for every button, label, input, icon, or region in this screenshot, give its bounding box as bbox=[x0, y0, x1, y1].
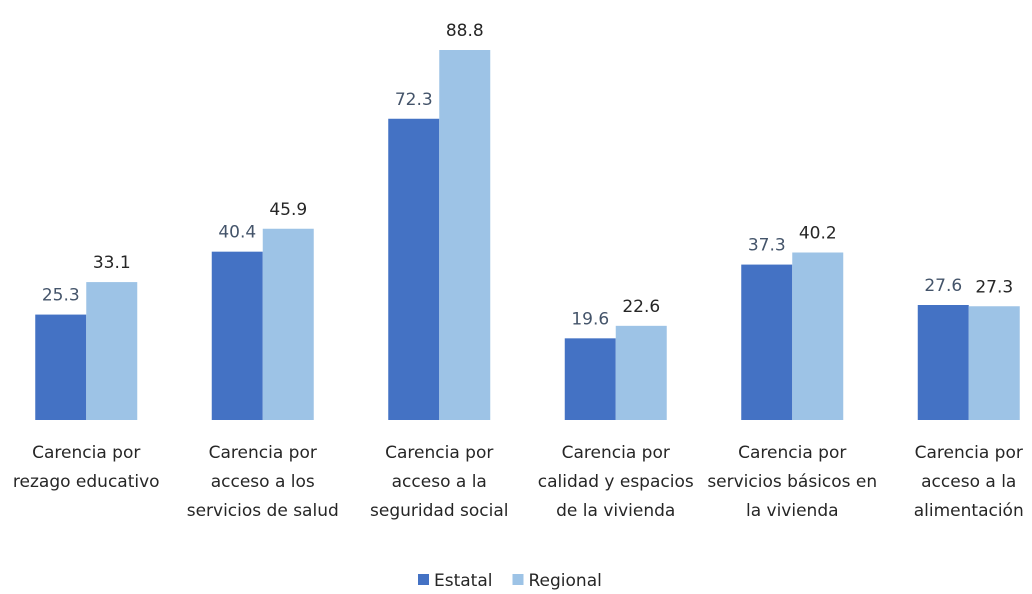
x-tick-label: Carencia por bbox=[915, 443, 1023, 463]
bar bbox=[917, 305, 969, 420]
bar bbox=[564, 338, 616, 420]
bar bbox=[615, 325, 667, 420]
value-label: 45.9 bbox=[269, 200, 307, 220]
legend-label: Estatal bbox=[434, 571, 493, 591]
bar bbox=[439, 50, 491, 420]
value-label: 33.1 bbox=[93, 253, 131, 273]
x-tick-label: de la vivienda bbox=[556, 501, 675, 521]
legend-label: Regional bbox=[529, 571, 602, 591]
value-label: 40.2 bbox=[799, 224, 837, 244]
value-label: 27.3 bbox=[975, 277, 1013, 297]
value-label: 40.4 bbox=[218, 223, 256, 243]
x-tick-label: rezago educativo bbox=[13, 472, 160, 492]
value-label: 88.8 bbox=[446, 21, 484, 41]
value-label: 19.6 bbox=[571, 309, 609, 329]
x-tick-label: Carencia por bbox=[562, 443, 670, 463]
bar bbox=[968, 306, 1020, 420]
x-tick-label: la vivienda bbox=[746, 501, 839, 521]
x-tick-label: servicios básicos en bbox=[707, 472, 877, 492]
legend-swatch bbox=[418, 574, 429, 585]
x-tick-label: Carencia por bbox=[32, 443, 140, 463]
x-tick-label: alimentación bbox=[914, 501, 1024, 521]
x-tick-label: acceso a la bbox=[921, 472, 1016, 492]
x-tick-label: acceso a la bbox=[392, 472, 487, 492]
value-label: 22.6 bbox=[622, 297, 660, 317]
x-tick-label: acceso a los bbox=[211, 472, 315, 492]
x-tick-label: calidad y espacios bbox=[538, 472, 694, 492]
bar bbox=[262, 228, 314, 420]
bar bbox=[792, 252, 844, 420]
legend-swatch bbox=[512, 574, 524, 585]
x-tick-label: servicios de salud bbox=[187, 501, 339, 521]
value-label: 72.3 bbox=[395, 90, 433, 110]
value-label: 27.6 bbox=[924, 276, 962, 296]
bar bbox=[86, 282, 138, 420]
value-label: 37.3 bbox=[748, 236, 786, 256]
x-tick-label: Carencia por bbox=[385, 443, 493, 463]
value-label: 25.3 bbox=[42, 286, 80, 306]
bar bbox=[211, 251, 263, 420]
bar bbox=[388, 118, 440, 420]
bar bbox=[35, 314, 87, 420]
x-tick-label: Carencia por bbox=[209, 443, 317, 463]
bar bbox=[741, 264, 793, 420]
x-tick-label: Carencia por bbox=[738, 443, 846, 463]
x-tick-label: seguridad social bbox=[370, 501, 508, 521]
